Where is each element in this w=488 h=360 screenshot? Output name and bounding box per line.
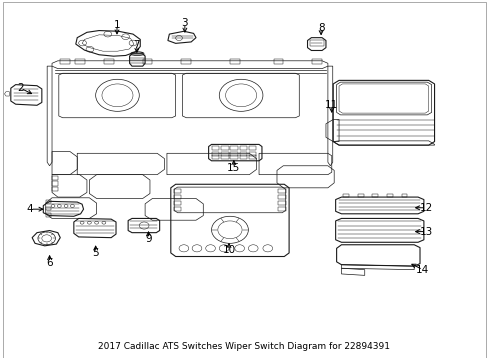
Bar: [343, 194, 348, 197]
Bar: [248, 155, 256, 159]
Text: 1: 1: [113, 20, 120, 30]
Text: 12: 12: [419, 203, 432, 213]
Bar: [212, 146, 219, 150]
Text: 8: 8: [317, 23, 324, 33]
Bar: [174, 195, 181, 199]
Text: 5: 5: [92, 248, 99, 258]
Bar: [239, 146, 246, 150]
Text: 11: 11: [325, 100, 338, 109]
Bar: [230, 155, 237, 159]
Bar: [212, 155, 219, 159]
Bar: [174, 207, 181, 211]
Bar: [386, 194, 392, 197]
Bar: [278, 195, 285, 199]
Bar: [45, 207, 50, 210]
Bar: [45, 213, 50, 217]
Bar: [357, 194, 363, 197]
Bar: [75, 59, 84, 64]
Text: 10: 10: [222, 246, 235, 256]
Text: 9: 9: [145, 234, 151, 244]
Bar: [45, 199, 50, 203]
Bar: [142, 59, 152, 64]
Bar: [221, 152, 228, 156]
Bar: [174, 201, 181, 205]
Bar: [230, 146, 237, 150]
Bar: [239, 152, 246, 156]
Text: 6: 6: [46, 257, 53, 267]
Text: 2: 2: [17, 83, 24, 93]
Text: 7: 7: [133, 40, 140, 50]
Bar: [103, 59, 113, 64]
Text: 13: 13: [419, 226, 432, 237]
Text: 4: 4: [27, 204, 34, 214]
Bar: [278, 207, 285, 211]
Bar: [52, 187, 58, 191]
Bar: [248, 146, 256, 150]
Bar: [248, 152, 256, 156]
Bar: [239, 155, 246, 159]
Bar: [221, 146, 228, 150]
Bar: [312, 59, 322, 64]
Bar: [229, 59, 239, 64]
Text: 14: 14: [415, 265, 428, 275]
Bar: [174, 189, 181, 193]
Text: 3: 3: [181, 18, 188, 28]
Bar: [372, 194, 378, 197]
Bar: [52, 181, 58, 186]
Bar: [278, 189, 285, 193]
Bar: [221, 155, 228, 159]
Bar: [309, 40, 323, 46]
Bar: [212, 152, 219, 156]
Text: 2017 Cadillac ATS Switches Wiper Switch Diagram for 22894391: 2017 Cadillac ATS Switches Wiper Switch …: [98, 342, 390, 351]
Bar: [401, 194, 407, 197]
Bar: [230, 152, 237, 156]
Bar: [181, 59, 191, 64]
Bar: [273, 59, 283, 64]
Text: 15: 15: [227, 163, 240, 172]
Bar: [278, 201, 285, 205]
Bar: [60, 59, 70, 64]
Bar: [52, 176, 58, 180]
